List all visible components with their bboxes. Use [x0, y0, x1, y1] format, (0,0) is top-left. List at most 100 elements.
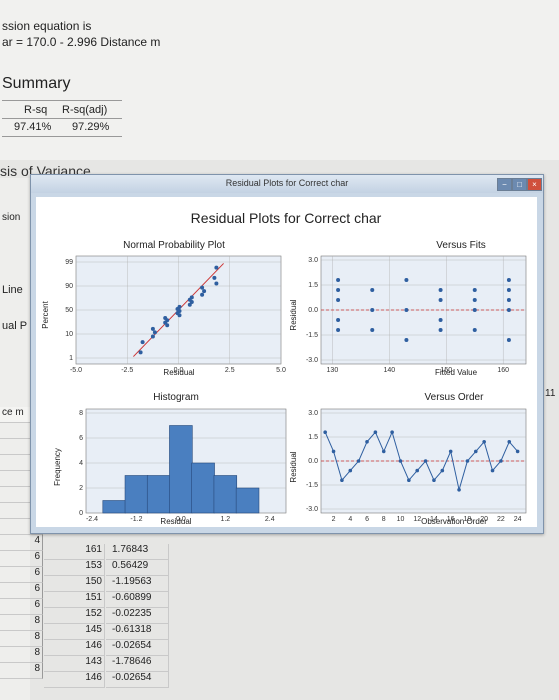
order-point: [348, 468, 353, 473]
figure-heading: Residual Plots for Correct char: [191, 210, 382, 226]
worksheet-cell[interactable]: 8: [0, 615, 43, 631]
fits-point: [438, 288, 443, 292]
order-plot-title: Versus Order: [425, 392, 485, 403]
normal-point: [152, 330, 157, 335]
summary-value-rsq: 97.41%: [14, 121, 52, 133]
worksheet-cell-residual[interactable]: 0.56429: [106, 560, 169, 576]
order-point: [457, 488, 461, 492]
normal-plot-title: Normal Probability Plot: [123, 240, 225, 251]
normal-point: [214, 281, 219, 286]
worksheet-cell-residual[interactable]: -0.02235: [106, 608, 169, 624]
minimize-button[interactable]: −: [497, 178, 512, 191]
fits-xlabel: Fitted Value: [435, 368, 478, 377]
worksheet-cell-fitted[interactable]: 153: [44, 560, 105, 576]
worksheet-cell-residual[interactable]: -1.19563: [106, 576, 169, 592]
worksheet-cell[interactable]: 8: [0, 647, 43, 663]
order-point: [407, 478, 411, 483]
normal-point: [200, 292, 205, 297]
regression-equation-label: ssion equation is: [2, 19, 92, 33]
fits-point: [472, 288, 477, 292]
worksheet-cell-fitted[interactable]: 146: [44, 640, 105, 656]
fits-point: [370, 288, 375, 292]
worksheet-cell-fitted[interactable]: 151: [44, 592, 105, 608]
order-point: [390, 430, 394, 434]
maximize-button[interactable]: □: [512, 178, 527, 191]
worksheet-cell[interactable]: 6: [0, 567, 43, 583]
order-point: [415, 468, 420, 473]
fits-ytick-label: -1.5: [306, 332, 318, 339]
fits-point: [336, 328, 341, 332]
fits-xtick-label: 130: [327, 367, 339, 374]
fits-point: [336, 288, 341, 292]
order-point: [365, 440, 369, 444]
worksheet-cell-residual[interactable]: 1.76843: [106, 544, 169, 560]
fits-ytick-label: 0.0: [308, 307, 318, 314]
order-xtick-label: 6: [365, 516, 369, 523]
order-point: [373, 430, 378, 434]
session-label-line: Line: [2, 284, 23, 296]
normal-point: [200, 285, 205, 290]
worksheet-cell[interactable]: 6: [0, 599, 43, 615]
regression-equation: ar = 170.0 - 2.996 Distance m: [2, 35, 161, 49]
worksheet-cell-residual[interactable]: -0.60899: [106, 592, 169, 608]
worksheet-cell[interactable]: 6: [0, 583, 43, 599]
order-point: [490, 468, 495, 473]
worksheet-cell-fitted[interactable]: 146: [44, 672, 105, 688]
worksheet-cell-fitted[interactable]: 152: [44, 608, 105, 624]
summary-header-rsq: R-sq: [24, 104, 48, 116]
order-point: [440, 468, 445, 473]
normal-point: [150, 334, 155, 339]
normal-ytick-label: 1: [69, 355, 73, 362]
worksheet-cell-fitted[interactable]: 143: [44, 656, 105, 672]
worksheet-cell-residual[interactable]: -0.02654: [106, 640, 169, 656]
fits-plot-title: Versus Fits: [436, 240, 485, 251]
worksheet-cell-fitted[interactable]: 161: [44, 544, 105, 560]
normal-point: [138, 350, 143, 355]
residual-plots-figure: Residual Plots for Correct char Normal P…: [41, 210, 527, 526]
worksheet[interactable]: ce m 2222444466668888 1611.768431530.564…: [0, 388, 559, 700]
order-point: [331, 449, 336, 454]
histogram-bar: [146, 475, 171, 514]
worksheet-cell-residual[interactable]: -0.61318: [106, 624, 169, 640]
normal-xtick-label: 0.0: [174, 367, 184, 374]
order-xtick-label: 20: [480, 516, 488, 523]
order-line: [324, 430, 519, 490]
normal-xtick-label: -5.0: [70, 367, 82, 374]
normal-point: [163, 315, 168, 320]
window-titlebar[interactable]: Residual Plots for Correct char − □ ×: [31, 175, 543, 193]
normal-ytick-label: 90: [65, 283, 73, 290]
worksheet-cell-residual[interactable]: -1.78646: [106, 656, 169, 672]
order-point: [448, 449, 453, 454]
order-xlabel: Observation Order: [421, 517, 487, 526]
normal-ylabel: Percent: [41, 300, 50, 328]
normal-point: [177, 304, 182, 309]
worksheet-cell[interactable]: 8: [0, 631, 43, 647]
normal-xtick-label: 5.0: [276, 367, 286, 374]
worksheet-cell[interactable]: 8: [0, 663, 43, 679]
histogram-xtick-label: 1.2: [220, 516, 230, 523]
order-ylabel: Residual: [289, 451, 298, 482]
histogram-xtick-label: -1.2: [130, 516, 142, 523]
worksheet-cell-fitted[interactable]: 145: [44, 624, 105, 640]
order-point: [423, 459, 428, 463]
worksheet-cell[interactable]: 4: [0, 535, 43, 551]
histogram-bar: [213, 475, 238, 514]
order-point: [432, 478, 436, 483]
histogram-bar: [235, 487, 260, 514]
fits-ytick-label: 1.5: [308, 282, 318, 289]
fits-point: [506, 338, 511, 342]
order-point: [323, 430, 327, 434]
worksheet-cell[interactable]: 6: [0, 551, 43, 567]
order-xtick-label: 12: [413, 516, 421, 523]
fits-ytick-label: -3.0: [306, 357, 318, 364]
order-xtick-label: 24: [514, 516, 522, 523]
order-ytick-label: 3.0: [308, 410, 318, 417]
worksheet-column-header-text: ce m: [2, 407, 24, 418]
close-button[interactable]: ×: [527, 178, 542, 191]
fits-point: [472, 298, 477, 302]
residual-plots-window[interactable]: Residual Plots for Correct char − □ × Re…: [30, 174, 544, 534]
order-xtick-label: 18: [464, 516, 472, 523]
worksheet-cell-residual[interactable]: -0.02654: [106, 672, 169, 688]
normal-point: [202, 289, 207, 294]
worksheet-cell-fitted[interactable]: 150: [44, 576, 105, 592]
